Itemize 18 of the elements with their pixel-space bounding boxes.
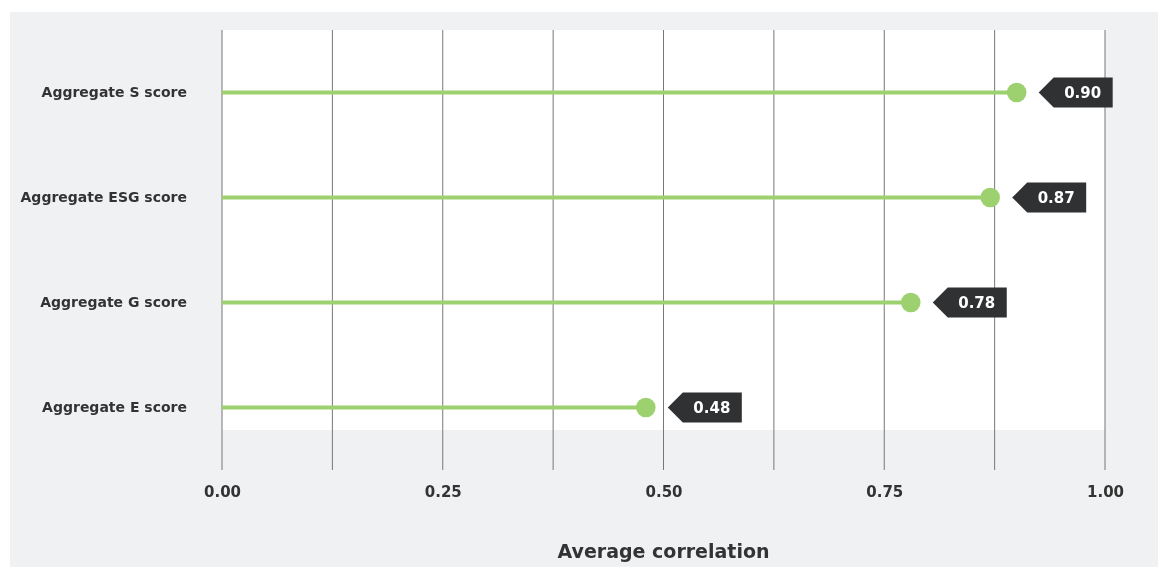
point — [980, 187, 1000, 208]
y-tick-label: Aggregate G score — [40, 293, 187, 310]
point — [636, 397, 656, 418]
data-label: 0.48 — [693, 398, 731, 417]
x-tick-label: 1.00 — [1086, 482, 1125, 501]
x-tick-label: 0.25 — [424, 482, 462, 501]
data-label: 0.90 — [1064, 83, 1102, 102]
x-tick-label: 0.00 — [203, 482, 242, 501]
x-tick-label: 0.75 — [866, 482, 904, 501]
y-tick-label: Aggregate S score — [41, 83, 187, 100]
point — [1006, 82, 1027, 103]
y-tick-label: Aggregate E score — [42, 398, 187, 415]
point — [900, 292, 921, 313]
y-tick-label: Aggregate ESG score — [20, 188, 187, 205]
data-label: 0.87 — [1037, 188, 1075, 207]
data-label: 0.78 — [958, 293, 996, 312]
x-axis-title: Average correlation — [557, 540, 770, 562]
x-tick-label: 0.50 — [645, 482, 683, 501]
